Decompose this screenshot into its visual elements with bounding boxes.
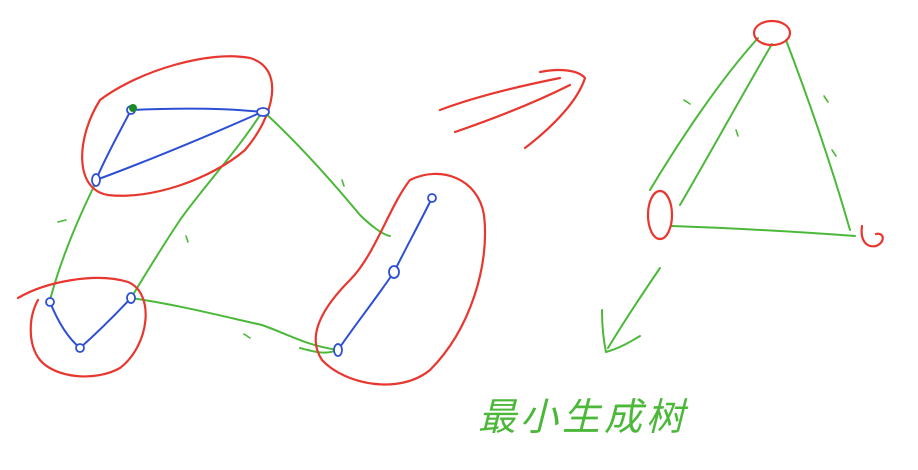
node-top-a-marked [129,104,137,112]
edge-tick [185,235,189,243]
node-top-c [91,173,101,187]
component-top [81,55,274,197]
edge-tick [57,219,67,223]
component-left-outline [16,276,147,378]
edge-right-a-b [393,197,433,273]
edge-top-to-left-a [49,181,97,301]
component-right-outline [314,172,487,386]
contracted-edge-top-left-a [649,37,759,191]
edge-tick [735,129,739,137]
contracted-edge-left-right [671,225,856,237]
component-right [314,172,487,386]
node-left-a [45,297,55,307]
node-right-c [333,343,343,357]
edge-top-a-c [95,109,132,181]
node-right-a [427,193,437,203]
arrow-down-left-icon [601,267,661,353]
original-graph [16,55,487,386]
edge-tick [823,95,829,103]
caption-text: 最小生成树 [478,395,689,439]
contracted-graph [646,19,884,248]
node-top-b [256,107,270,117]
edge-top-c-b [95,111,263,181]
node-left-b [75,343,85,353]
edge-top-a-b [130,107,263,113]
edge-left-a-b [49,301,81,349]
edge-tick [831,149,837,157]
arrow-right-icon [438,68,587,150]
edge-tick [683,99,691,105]
component-top-outline [81,55,274,197]
component-left [16,276,147,378]
edge-tick [243,333,251,339]
edge-left-b-c [79,297,132,349]
node-right-b [388,265,400,279]
inter-component-edges [49,111,391,354]
edge-top-to-right [263,111,391,237]
contracted-edge-top-right [785,39,851,231]
contracted-node-top [752,19,792,47]
edge-top-to-left-b [130,111,263,299]
contracted-edge-top-left-b [679,43,773,206]
contracted-node-left [646,189,674,241]
edge-tick [341,179,345,187]
node-left-c [126,292,136,304]
edge-left-to-right [130,297,339,351]
contracted-node-right [860,224,884,248]
edge-right-b-c [337,271,395,351]
